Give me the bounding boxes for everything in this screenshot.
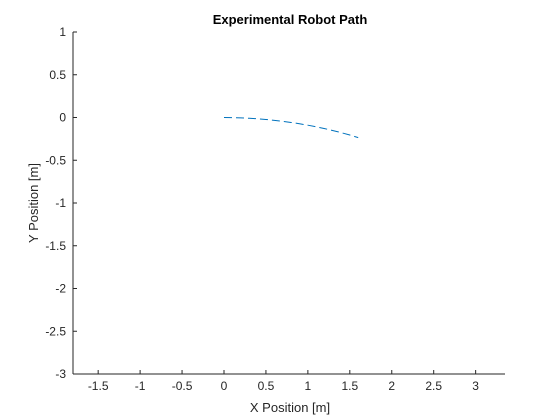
x-tick-label: 2 <box>388 379 395 393</box>
x-tick-label: 0 <box>221 379 228 393</box>
y-axis-label: Y Position [m] <box>26 163 41 243</box>
y-tick-label: -2 <box>55 282 66 296</box>
y-tick-label: -2.5 <box>45 324 66 338</box>
x-axis-label: X Position [m] <box>250 400 330 415</box>
chart-title: Experimental Robot Path <box>213 12 368 27</box>
y-tick-label: -1.5 <box>45 239 66 253</box>
y-tick-label: 0.5 <box>49 68 66 82</box>
x-tick-label: 0.5 <box>258 379 275 393</box>
y-tick-label: 1 <box>59 25 66 39</box>
x-tick-label: -1.5 <box>88 379 109 393</box>
x-tick-label: -1 <box>135 379 146 393</box>
x-tick-label: -0.5 <box>172 379 193 393</box>
x-tick-label: 1.5 <box>341 379 358 393</box>
x-tick-label: 2.5 <box>425 379 442 393</box>
y-tick-label: -0.5 <box>45 153 66 167</box>
y-tick-label: 0 <box>59 111 66 125</box>
y-tick-label: -1 <box>55 196 66 210</box>
y-tick-label: -3 <box>55 367 66 381</box>
plot-area <box>72 32 505 375</box>
x-tick-label: 1 <box>305 379 312 393</box>
axis-ticks: -1.5 -1 -0.5 0 0.5 1 1.5 2 2.5 3 1 0.5 0 -0.5 -1 -1.5 -2… <box>45 25 479 393</box>
path-series-line <box>223 117 359 139</box>
x-tick-label: 3 <box>472 379 479 393</box>
